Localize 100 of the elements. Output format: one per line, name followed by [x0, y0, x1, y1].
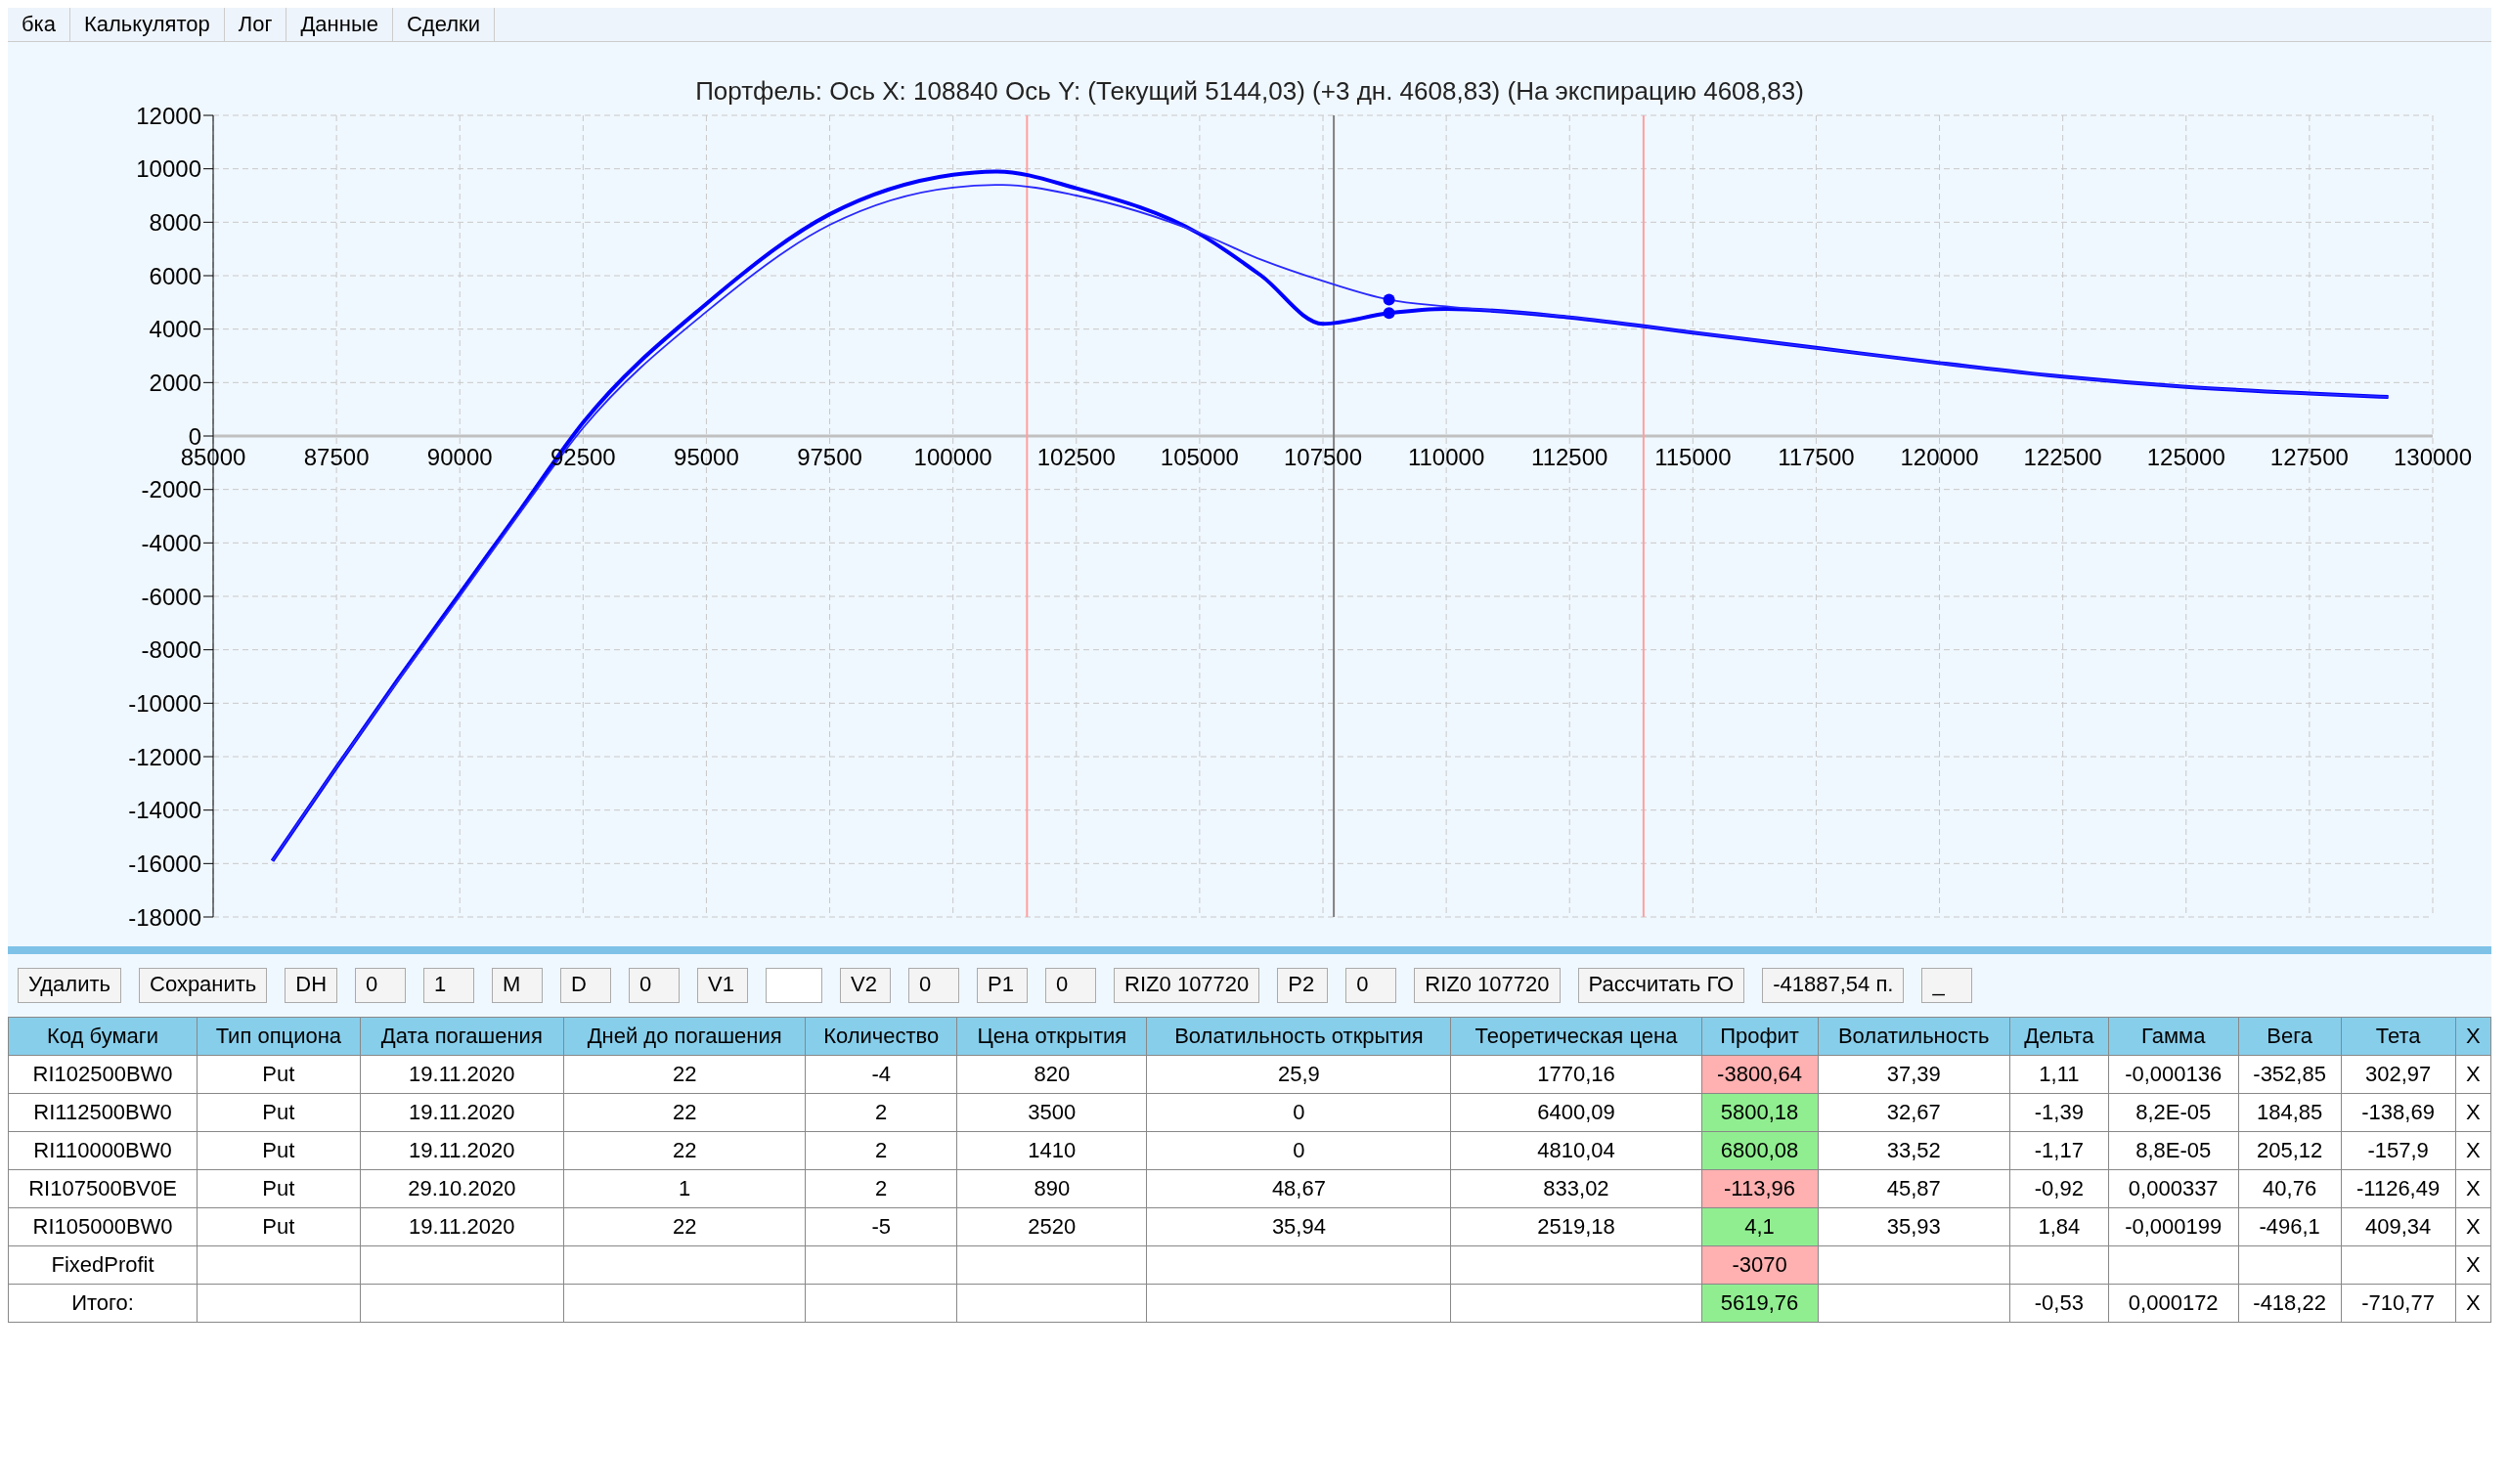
text: Рассчитать ГО	[1577, 968, 1745, 1003]
text: 3500	[1028, 1100, 1077, 1124]
text: -418,22	[2253, 1290, 2326, 1315]
y-tick-label: -18000	[128, 903, 201, 931]
text: -1,39	[2034, 1100, 2084, 1124]
text: V2	[840, 968, 892, 1003]
text: Put	[262, 1214, 295, 1239]
text: -1126,49	[2355, 1176, 2441, 1200]
text: 2	[875, 1176, 888, 1200]
y-tick-label: -4000	[141, 529, 201, 556]
category-label: Дельта	[2009, 1017, 2109, 1056]
text: 0	[1293, 1138, 1305, 1162]
text: X	[2465, 1138, 2481, 1162]
text: -3070	[1732, 1252, 1787, 1277]
text: 820	[1034, 1062, 1071, 1086]
y-tick-label: -12000	[128, 743, 201, 770]
category-label: Гамма	[2108, 1017, 2239, 1056]
x-tick-label: 112500	[1531, 444, 1608, 470]
category-label: Дней до погашения	[563, 1017, 806, 1056]
text: -0,000136	[2125, 1062, 2223, 1086]
text: 33,52	[1886, 1138, 1941, 1162]
x-tick-label: 120000	[1900, 444, 1979, 470]
text: P2	[1277, 968, 1329, 1003]
text: -352,85	[2253, 1062, 2326, 1086]
text: 8,2E-05	[2135, 1100, 2212, 1124]
text: 0,000337	[2128, 1176, 2219, 1200]
text: Put	[262, 1062, 295, 1086]
category-label: Волатильность	[1818, 1017, 2010, 1056]
text: -1,17	[2034, 1138, 2084, 1162]
text: 22	[672, 1062, 697, 1086]
category-label: Тип опциона	[197, 1017, 361, 1056]
text: 184,85	[2256, 1100, 2323, 1124]
text: X	[2465, 1176, 2481, 1200]
text: 890	[1034, 1176, 1071, 1200]
text: Put	[262, 1138, 295, 1162]
text: V1	[697, 968, 749, 1003]
text: Данные	[286, 8, 393, 41]
text: 5800,18	[1720, 1100, 1799, 1124]
x-tick-label: 110000	[1407, 444, 1485, 470]
x-tick-label: 107500	[1283, 444, 1363, 470]
text: -157,9	[2367, 1138, 2429, 1162]
text: -138,69	[2361, 1100, 2435, 1124]
text: _	[1921, 968, 1973, 1003]
text: P1	[977, 968, 1029, 1003]
text: 2520	[1028, 1214, 1077, 1239]
category-label: Код бумаги	[8, 1017, 198, 1056]
text: 5619,76	[1720, 1290, 1799, 1315]
y-tick-label: 2000	[149, 369, 201, 396]
text: M	[492, 968, 544, 1003]
text: -0,92	[2034, 1176, 2084, 1200]
text: 25,9	[1277, 1062, 1320, 1086]
text: 32,67	[1886, 1100, 1941, 1124]
text: RI107500BV0E	[28, 1176, 177, 1200]
x-tick-label: 130000	[2393, 444, 2473, 470]
x-tick-label: 115000	[1654, 444, 1732, 470]
text: Калькулятор	[69, 8, 225, 41]
text: X	[2465, 1062, 2481, 1086]
text: RI102500BW0	[32, 1062, 173, 1086]
text: RI105000BW0	[32, 1214, 173, 1239]
text: 205,12	[2256, 1138, 2323, 1162]
text: Put	[262, 1100, 295, 1124]
text: Итого:	[71, 1290, 134, 1315]
text: 22	[672, 1138, 697, 1162]
text: -113,96	[1724, 1176, 1796, 1200]
x-tick-label: 87500	[303, 444, 370, 470]
text: 8,8E-05	[2135, 1138, 2212, 1162]
x-tick-label: 97500	[797, 444, 862, 470]
text: 19.11.2020	[409, 1138, 515, 1162]
text: 45,87	[1886, 1176, 1941, 1200]
text: 6400,09	[1537, 1100, 1615, 1124]
text: 833,02	[1543, 1176, 1609, 1200]
text: 29.10.2020	[408, 1176, 516, 1200]
text: DH	[285, 968, 338, 1003]
text: RIZ0 107720	[1414, 968, 1561, 1003]
text: Сохранить	[139, 968, 268, 1003]
text: 0	[629, 968, 681, 1003]
text: FixedProfit	[51, 1252, 154, 1277]
text: X	[2465, 1252, 2481, 1277]
category-label: Количество	[805, 1017, 957, 1056]
category-label: Теоретическая цена	[1450, 1017, 1702, 1056]
text: 22	[672, 1100, 697, 1124]
text: 2	[875, 1100, 888, 1124]
text: 0	[908, 968, 960, 1003]
x-tick-label: 127500	[2269, 444, 2349, 470]
category-label: Дата погашения	[360, 1017, 564, 1056]
text: 1	[423, 968, 475, 1003]
category-label: Профит	[1701, 1017, 1818, 1056]
text: 22	[672, 1214, 697, 1239]
text: 0	[1045, 968, 1097, 1003]
text: RI110000BW0	[33, 1138, 172, 1162]
category-label: Волатильность открытия	[1146, 1017, 1451, 1056]
text: D	[560, 968, 612, 1003]
text: 2519,18	[1537, 1214, 1615, 1239]
text: RI112500BW0	[33, 1100, 172, 1124]
text: 4810,04	[1537, 1138, 1615, 1162]
text: RIZ0 107720	[1114, 968, 1260, 1003]
y-tick-label: 6000	[149, 262, 201, 289]
y-tick-label: 8000	[149, 208, 201, 236]
text: 1	[679, 1176, 691, 1200]
x-tick-label: 117500	[1778, 444, 1855, 470]
